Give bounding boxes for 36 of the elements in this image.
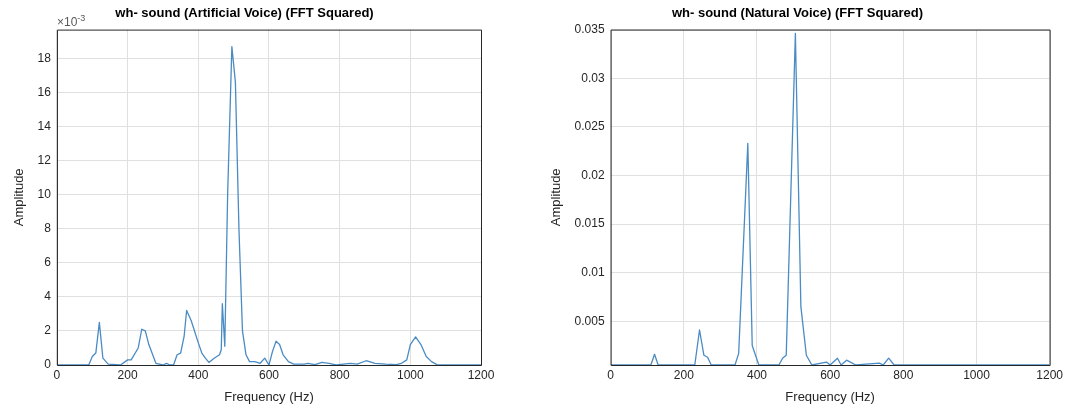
x-tick-label: 400	[746, 367, 768, 382]
x-tick-label: 800	[329, 367, 350, 382]
y-axis-title: Amplitude	[11, 168, 27, 227]
y-tick-label: 16	[37, 84, 52, 99]
y-tick-label: 0.005	[574, 313, 605, 328]
y-tick-label: 12	[37, 153, 52, 168]
y-tick-label: 18	[37, 50, 52, 65]
x-tick-label: 1200	[467, 367, 495, 382]
x-tick-label: 1000	[963, 367, 991, 382]
x-tick-label: 1000	[396, 367, 424, 382]
x-tick-label: 200	[117, 367, 138, 382]
x-tick-label: 400	[188, 367, 209, 382]
x-axis-title: Frequency (Hz)	[224, 388, 314, 404]
chart-title: wh- sound (Artificial Voice) (FFT Squared)	[114, 5, 374, 21]
x-tick-label: 600	[820, 367, 841, 382]
y-tick-label: 0.02	[581, 167, 605, 182]
y-tick-label: 4	[44, 289, 52, 304]
x-axis-title: Frequency (Hz)	[785, 388, 875, 404]
x-tick-label: 800	[893, 367, 914, 382]
chart-title: wh- sound (Natural Voice) (FFT Squared)	[670, 5, 924, 21]
y-tick-label: 8	[44, 221, 52, 236]
y-tick-label: 2	[44, 323, 52, 338]
y-tick-label: 6	[44, 255, 52, 270]
x-tick-label: 200	[673, 367, 695, 382]
x-tick-label: 600	[258, 367, 280, 382]
y-tick-label: 0.03	[581, 70, 605, 85]
y-tick-label: 0.015	[574, 216, 605, 231]
y-tick-label: 0.035	[574, 21, 605, 36]
y-axis-title: Amplitude	[548, 168, 564, 227]
y-tick-label: 0	[44, 357, 52, 372]
x-tick-label: 1200	[1036, 367, 1064, 382]
y-tick-label: 0.025	[574, 119, 605, 134]
x-tick-label: 0	[607, 367, 615, 382]
y-tick-label: 0.01	[581, 264, 605, 279]
y-tick-label: 10	[37, 187, 52, 202]
y-tick-label: 14	[37, 118, 52, 133]
